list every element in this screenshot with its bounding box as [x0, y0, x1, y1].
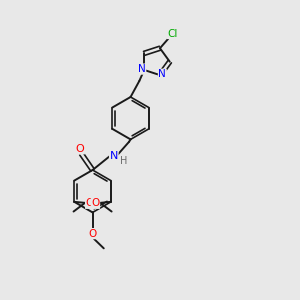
Text: O: O	[88, 229, 97, 238]
Text: O: O	[76, 144, 84, 154]
Text: methoxy: methoxy	[71, 207, 78, 208]
Text: O: O	[91, 198, 100, 208]
Text: H: H	[119, 156, 127, 166]
Text: N: N	[138, 64, 146, 74]
Text: Cl: Cl	[167, 28, 178, 38]
Text: O: O	[85, 198, 94, 208]
Text: N: N	[158, 69, 166, 79]
Text: N: N	[110, 151, 118, 161]
